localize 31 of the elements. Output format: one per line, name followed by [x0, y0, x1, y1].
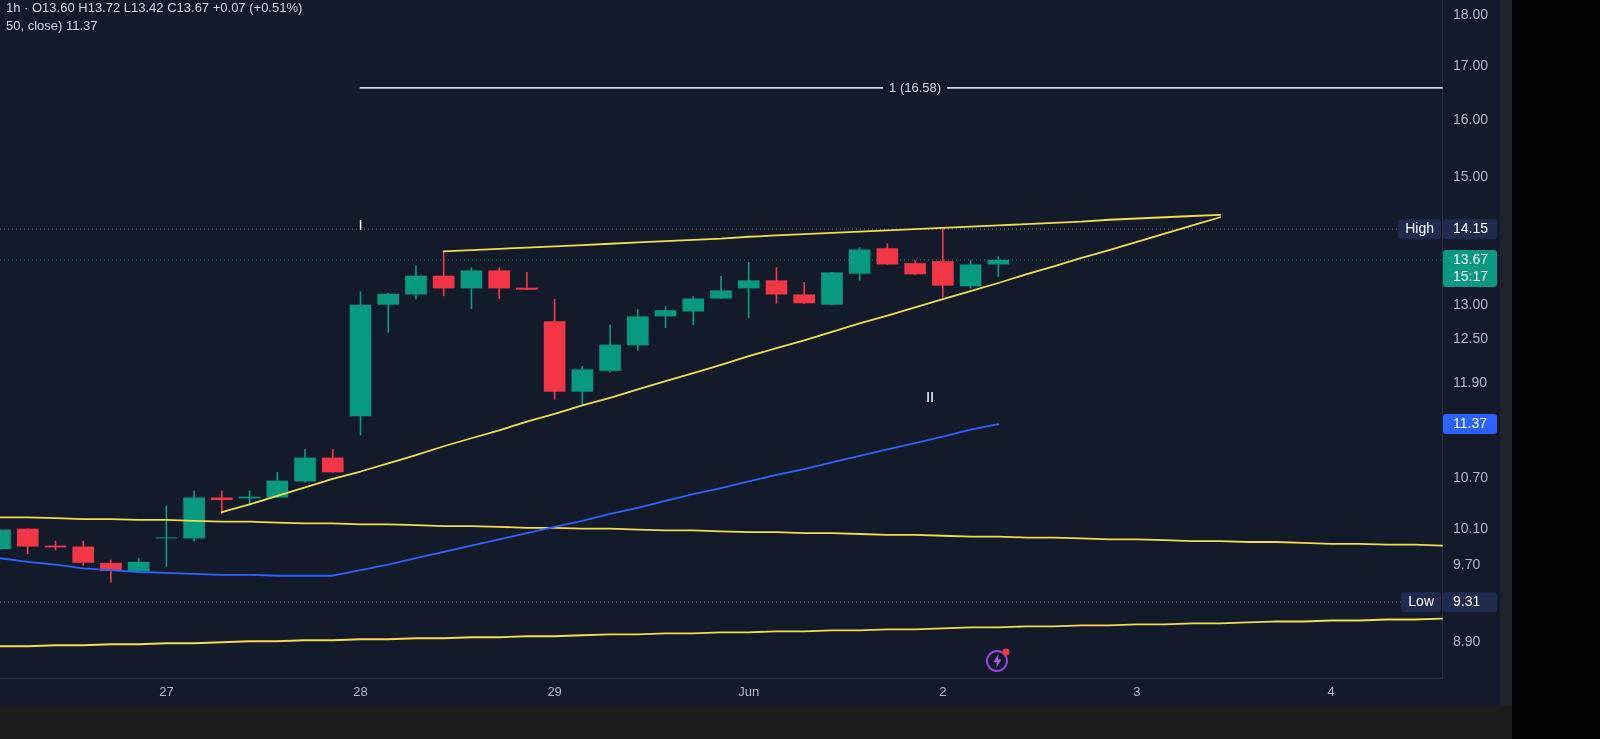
y-tick-label: 17.00 [1453, 56, 1489, 73]
annotation: 1h · O13.60 H13.72 L13.42 C13.67 +0.07 (+0.51%) [6, 0, 303, 15]
y-tick-label: 13.00 [1453, 295, 1489, 312]
series-label: 1 (16.58) [889, 79, 942, 95]
candlestick [516, 272, 538, 291]
y-tick-label: 12.50 [1453, 330, 1489, 347]
y-tick-label: 10.70 [1453, 469, 1489, 485]
x-tick-label: 29 [547, 684, 562, 700]
y-tick-label: 13.67 [1453, 250, 1489, 267]
x-tick-label: Jun [738, 684, 760, 700]
ref-line-label: Low [1408, 592, 1435, 609]
y-tick-label: 11.37 [1453, 414, 1488, 431]
y-tick-label: 8.90 [1453, 633, 1481, 650]
y-tick-label: 10.10 [1453, 520, 1489, 537]
y-tick-label: 11.90 [1453, 374, 1488, 391]
ref-line-label: High [1405, 220, 1434, 236]
x-tick-label: 2 [939, 684, 947, 700]
x-tick-label: 28 [353, 684, 368, 700]
x-tick-label: 27 [159, 684, 174, 700]
annotation: II [925, 388, 935, 406]
text: 15:17 [1453, 267, 1489, 284]
annotation: 50, close) 11.37 [6, 17, 98, 33]
y-tick-label: 14.15 [1453, 220, 1489, 236]
x-tick-label: 3 [1133, 684, 1141, 700]
y-tick-label: 9.31 [1453, 592, 1481, 609]
y-tick-label: 16.00 [1453, 110, 1489, 127]
y-tick-label: 15.00 [1453, 168, 1489, 185]
x-tick-label: 4 [1327, 684, 1335, 700]
y-tick-label: 18.00 [1453, 5, 1489, 22]
y-tick-label: 9.70 [1453, 556, 1481, 573]
annotation: I [358, 216, 363, 234]
